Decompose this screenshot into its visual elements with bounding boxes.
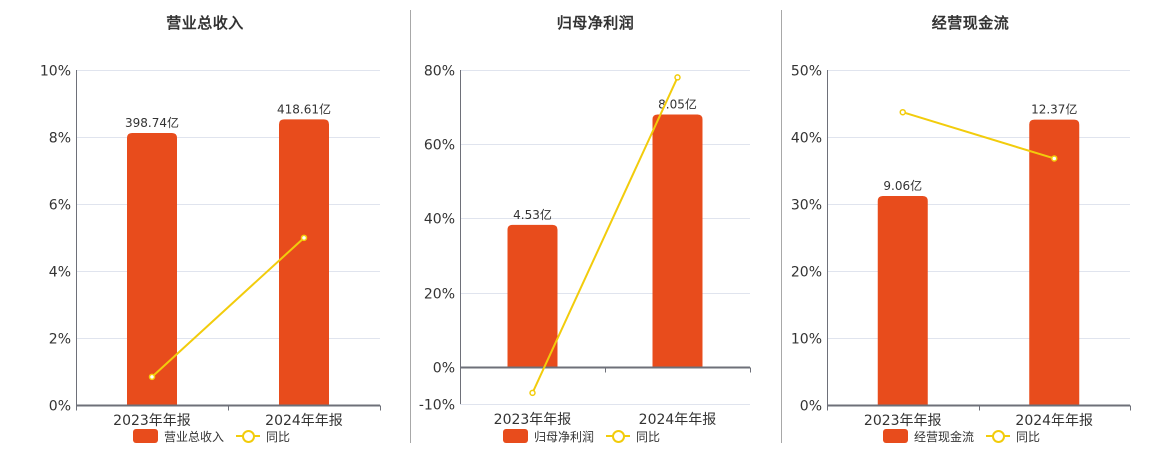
x-tick-label: 2024年年报	[639, 412, 717, 428]
x-tick-label: 2024年年报	[1015, 413, 1093, 429]
y-tick-label: 6%	[49, 198, 71, 214]
y-tick-label: 40%	[424, 212, 455, 228]
legend-bar-swatch[interactable]	[503, 429, 528, 443]
legend-bar-label[interactable]: 经营现金流	[914, 429, 975, 444]
y-tick-label: 0%	[800, 399, 822, 415]
legend-line-label[interactable]: 同比	[266, 429, 291, 444]
yoy-point[interactable]	[300, 234, 308, 242]
legend-line-label[interactable]: 同比	[1016, 429, 1041, 444]
yoy-line	[531, 77, 679, 394]
y-tick-label: 60%	[424, 138, 455, 154]
x-tick-label: 2023年年报	[113, 413, 191, 429]
legend-bar-label[interactable]: 营业总收入	[164, 429, 225, 444]
y-tick-label: 4%	[49, 265, 71, 281]
bar-value-label: 12.37亿	[1031, 102, 1077, 117]
chart-plot: 0% 2% 4% 6% 8% 10% 398.74亿 418.61亿 2023年年报 2024年年…	[40, 64, 381, 429]
bar[interactable]	[877, 195, 928, 405]
y-tick-label: 0%	[433, 361, 455, 377]
x-tick-label: 2024年年报	[265, 413, 343, 429]
legend-bar-swatch[interactable]	[883, 429, 908, 443]
bar-value-label: 418.61亿	[277, 101, 331, 116]
chart-panel-revenue: 营业总收入 0% 2% 4% 6% 8% 10% 398.74亿 418.61亿 2023年年报…	[0, 0, 410, 450]
legend-line-icon[interactable]	[236, 429, 261, 443]
chart-title: 经营现金流	[931, 14, 1010, 32]
bar[interactable]	[279, 119, 329, 406]
chart-title: 营业总收入	[166, 14, 244, 32]
chart-legend: 归母净利润 同比	[503, 427, 660, 445]
yoy-point[interactable]	[148, 373, 156, 381]
legend-line-icon[interactable]	[606, 429, 631, 443]
y-tick-label: 80%	[424, 64, 455, 80]
y-tick-label: 8%	[49, 131, 71, 147]
bar[interactable]	[127, 132, 177, 405]
bar-value-label: 9.06亿	[883, 178, 922, 193]
bar-value-label: 4.53亿	[513, 207, 552, 222]
legend-line-icon[interactable]	[986, 429, 1011, 443]
x-tick-label: 2023年年报	[864, 413, 942, 429]
bar[interactable]	[507, 224, 558, 367]
legend-line-label[interactable]: 同比	[636, 429, 661, 444]
chart-legend: 经营现金流 同比	[883, 427, 1040, 445]
panel-divider	[410, 10, 411, 443]
y-tick-label: 40%	[791, 131, 822, 147]
yoy-point[interactable]	[899, 108, 906, 116]
bar[interactable]	[652, 114, 703, 367]
y-tick-label: 20%	[791, 265, 822, 281]
chart-title: 归母净利润	[556, 14, 635, 32]
bar-value-label: 398.74亿	[125, 115, 179, 130]
y-tick-label: -10%	[419, 398, 455, 414]
panel-divider	[781, 10, 782, 443]
yoy-line	[902, 111, 1055, 160]
bar[interactable]	[1029, 119, 1080, 405]
x-tick-label: 2023年年报	[494, 412, 572, 428]
y-tick-label: 2%	[49, 332, 71, 348]
yoy-point[interactable]	[674, 74, 681, 81]
y-tick-label: 50%	[791, 64, 822, 80]
y-tick-label: 0%	[49, 399, 71, 415]
yoy-point[interactable]	[529, 389, 536, 397]
yoy-line	[151, 237, 305, 378]
chart-panel-net-profit: 归母净利润 -10% 0% 20% 40% 60% 80% 4.53亿 8.05亿 2023年年…	[419, 14, 751, 445]
y-tick-label: 30%	[791, 198, 822, 214]
legend-bar-label[interactable]: 归母净利润	[534, 429, 595, 444]
y-tick-label: 10%	[791, 332, 822, 348]
y-tick-label: 20%	[424, 287, 455, 303]
yoy-point[interactable]	[1051, 155, 1058, 162]
legend-bar-swatch[interactable]	[133, 429, 158, 443]
y-tick-label: 10%	[40, 64, 71, 80]
chart-legend: 营业总收入 同比	[133, 427, 290, 445]
